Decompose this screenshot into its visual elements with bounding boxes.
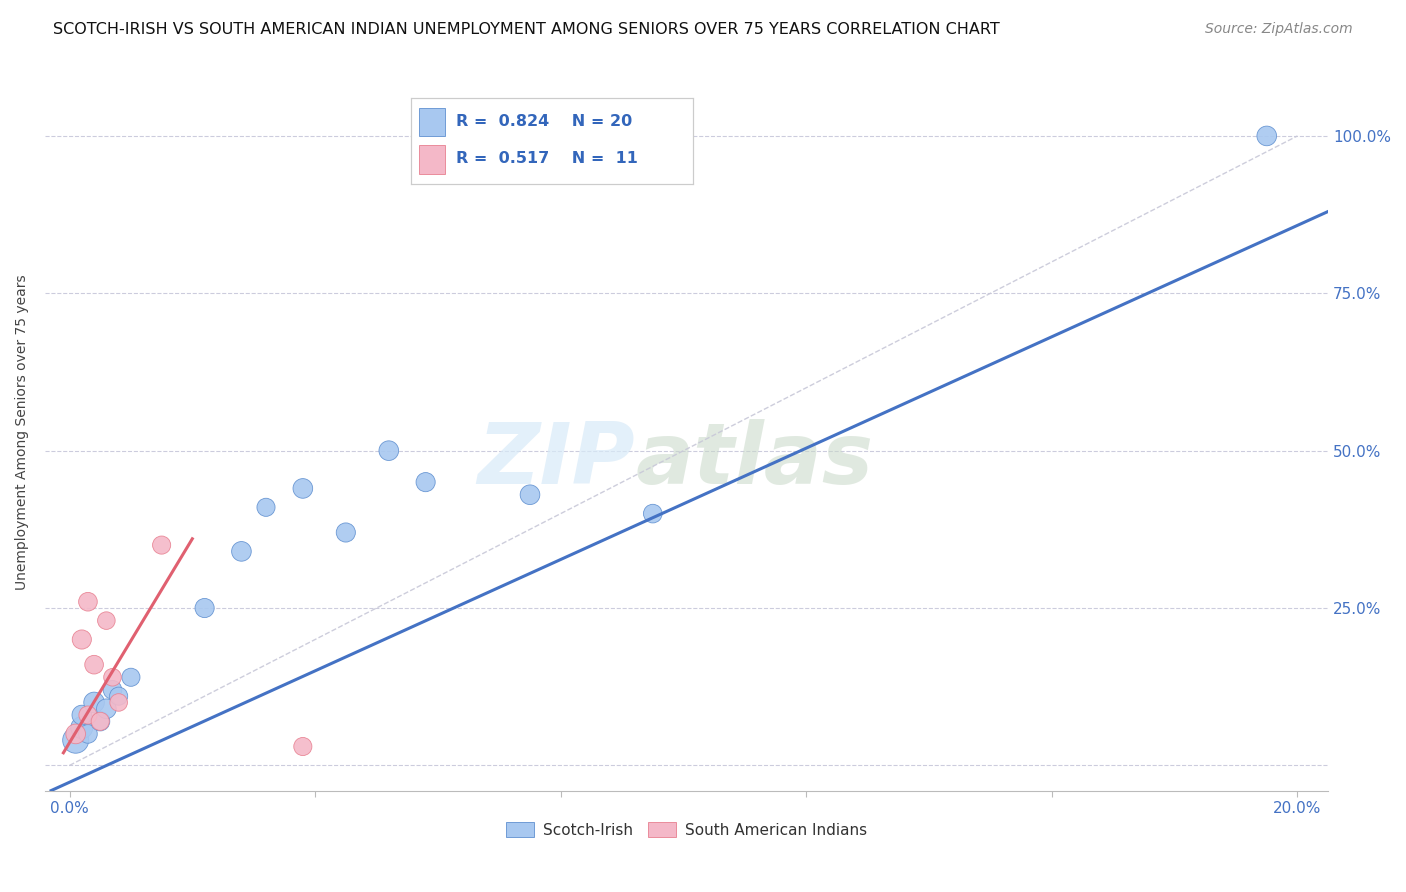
Point <box>96 614 118 628</box>
Text: SCOTCH-IRISH VS SOUTH AMERICAN INDIAN UNEMPLOYMENT AMONG SENIORS OVER 75 YEARS C: SCOTCH-IRISH VS SOUTH AMERICAN INDIAN UN… <box>53 22 1000 37</box>
Point <box>70 708 93 723</box>
Point <box>107 696 129 710</box>
Point <box>83 696 105 710</box>
Point <box>519 488 541 502</box>
Point <box>89 714 111 729</box>
Point <box>231 544 253 558</box>
Text: ZIP: ZIP <box>478 419 636 502</box>
Point <box>291 739 314 754</box>
Point <box>101 670 124 684</box>
Point <box>335 525 357 540</box>
Point <box>96 702 118 716</box>
Point <box>65 727 87 741</box>
Point <box>641 507 664 521</box>
Point <box>107 689 129 703</box>
Point <box>378 443 401 458</box>
Text: Source: ZipAtlas.com: Source: ZipAtlas.com <box>1205 22 1353 37</box>
Point <box>254 500 277 515</box>
Point <box>77 595 100 609</box>
Point <box>194 601 217 615</box>
Point <box>77 708 100 723</box>
Point <box>150 538 173 552</box>
Text: atlas: atlas <box>636 419 873 502</box>
Point <box>120 670 142 684</box>
Point <box>70 721 93 735</box>
Point <box>1256 128 1278 143</box>
Point <box>77 727 100 741</box>
Point <box>101 682 124 697</box>
Y-axis label: Unemployment Among Seniors over 75 years: Unemployment Among Seniors over 75 years <box>15 274 30 590</box>
Point <box>415 475 437 490</box>
Point <box>83 657 105 672</box>
Legend: Scotch-Irish, South American Indians: Scotch-Irish, South American Indians <box>501 815 873 844</box>
Point <box>89 714 111 729</box>
Point <box>291 482 314 496</box>
Point <box>70 632 93 647</box>
Point <box>65 733 87 747</box>
